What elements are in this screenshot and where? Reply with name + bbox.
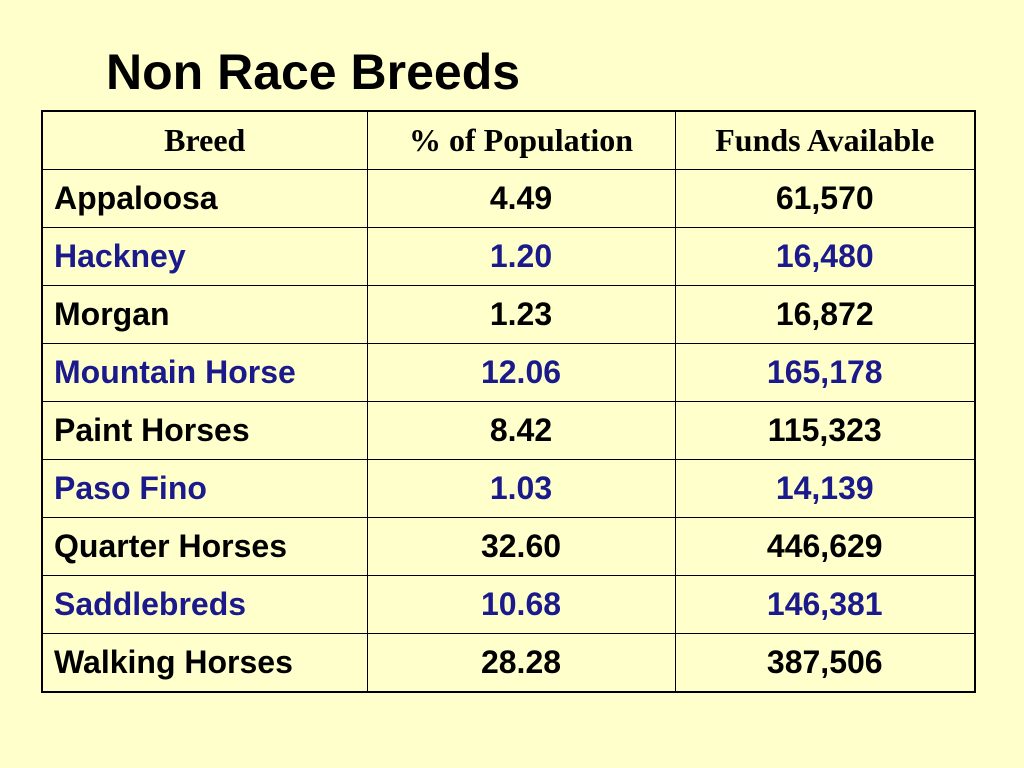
funds-cell: 16,872 <box>674 285 976 344</box>
percent-cell: 1.23 <box>366 285 676 344</box>
table-row: Walking Horses 28.28 387,506 <box>41 633 976 693</box>
table-row: Paso Fino 1.03 14,139 <box>41 459 976 518</box>
header-breed: Breed <box>41 110 368 170</box>
breed-name-cell: Hackney <box>41 227 368 286</box>
percent-cell: 32.60 <box>366 517 676 576</box>
funds-cell: 14,139 <box>674 459 976 518</box>
funds-cell: 146,381 <box>674 575 976 634</box>
funds-cell: 115,323 <box>674 401 976 460</box>
funds-cell: 446,629 <box>674 517 976 576</box>
breed-name-cell: Quarter Horses <box>41 517 368 576</box>
percent-cell: 1.20 <box>366 227 676 286</box>
breed-name-cell: Paso Fino <box>41 459 368 518</box>
funds-cell: 387,506 <box>674 633 976 693</box>
breeds-table: Breed % of Population Funds Available Ap… <box>41 110 976 693</box>
breed-name-cell: Saddlebreds <box>41 575 368 634</box>
breed-name-cell: Walking Horses <box>41 633 368 693</box>
breed-name-cell: Paint Horses <box>41 401 368 460</box>
table-header-row: Breed % of Population Funds Available <box>41 110 976 170</box>
funds-cell: 16,480 <box>674 227 976 286</box>
table-row: Paint Horses 8.42 115,323 <box>41 401 976 460</box>
header-funds-available: Funds Available <box>674 110 976 170</box>
table-row: Mountain Horse 12.06 165,178 <box>41 343 976 402</box>
breed-name-cell: Morgan <box>41 285 368 344</box>
table-row: Appaloosa 4.49 61,570 <box>41 169 976 228</box>
slide-title: Non Race Breeds <box>106 44 521 100</box>
table-row: Morgan 1.23 16,872 <box>41 285 976 344</box>
percent-cell: 1.03 <box>366 459 676 518</box>
percent-cell: 10.68 <box>366 575 676 634</box>
breed-name-cell: Mountain Horse <box>41 343 368 402</box>
header-percent-population: % of Population <box>366 110 676 170</box>
percent-cell: 28.28 <box>366 633 676 693</box>
table-row: Saddlebreds 10.68 146,381 <box>41 575 976 634</box>
percent-cell: 12.06 <box>366 343 676 402</box>
table-row: Hackney 1.20 16,480 <box>41 227 976 286</box>
breed-name-cell: Appaloosa <box>41 169 368 228</box>
funds-cell: 61,570 <box>674 169 976 228</box>
funds-cell: 165,178 <box>674 343 976 402</box>
percent-cell: 4.49 <box>366 169 676 228</box>
table-row: Quarter Horses 32.60 446,629 <box>41 517 976 576</box>
percent-cell: 8.42 <box>366 401 676 460</box>
